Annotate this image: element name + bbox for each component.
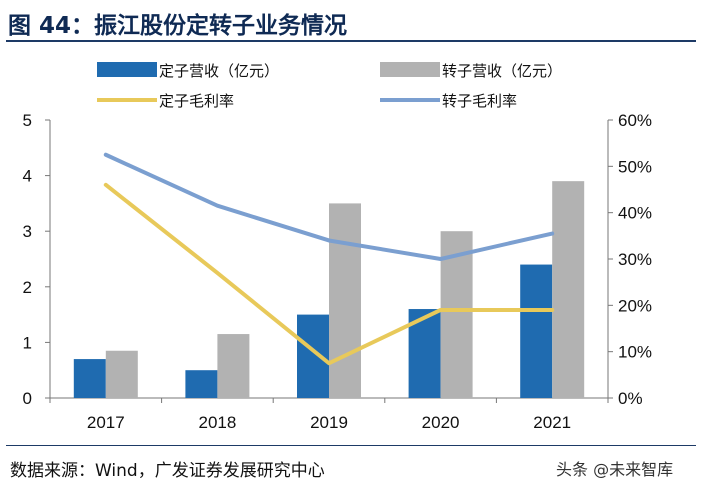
y-right-tick-label: 60% [618, 111, 652, 130]
y-left-tick-label: 3 [23, 222, 32, 241]
line-stator-margin [103, 182, 555, 366]
y-right-tick-label: 40% [618, 204, 652, 223]
watermark-text: 头条 @未来智库 [556, 460, 674, 479]
y-left-tick-label: 5 [23, 111, 32, 130]
line-rotor-margin [103, 152, 555, 261]
x-tick-label: 2018 [198, 413, 236, 432]
bar-rotor-revenue [552, 181, 585, 398]
title-divider [6, 40, 696, 42]
y-left-tick-label: 2 [23, 278, 32, 297]
x-tick-label: 2019 [310, 413, 348, 432]
legend-label-2: 定子毛利率 [159, 92, 234, 110]
x-tick-label: 2021 [533, 413, 571, 432]
legend-label-3: 转子毛利率 [442, 92, 517, 110]
y-left-tick-label: 4 [23, 167, 32, 186]
legend: 定子营收（亿元） 转子营收（亿元） 定子毛利率 转子毛利率 [97, 62, 562, 110]
x-tick-label: 2020 [422, 413, 460, 432]
watermark: 头条 @未来智库 [556, 456, 673, 480]
y-right-tick-label: 20% [618, 296, 652, 315]
legend-label-1: 转子营收（亿元） [442, 62, 562, 80]
y-right-tick-label: 10% [618, 343, 652, 362]
bar-stator-revenue [73, 359, 106, 398]
bar-stator-revenue [297, 314, 329, 398]
legend-swatch-1 [380, 62, 440, 77]
bars [73, 181, 585, 398]
bar-rotor-revenue [329, 203, 361, 398]
y-right-tick-label: 0% [618, 389, 643, 408]
bar-rotor-revenue [217, 334, 250, 398]
y-right-tick-label: 50% [618, 157, 652, 176]
bar-rotor-revenue [105, 350, 138, 398]
source-note: 数据来源：Wind，广发证券发展研究中心 [10, 461, 325, 481]
page-title: 图 44：振江股份定转子业务情况 [8, 13, 348, 39]
legend-swatch-0 [97, 62, 157, 77]
y-left-tick-label: 0 [23, 389, 32, 408]
bar-stator-revenue [185, 370, 218, 398]
y-right-tick-label: 30% [618, 250, 652, 269]
y-left-tick-label: 1 [23, 333, 32, 352]
footer-divider [6, 445, 696, 446]
x-tick-label: 2017 [87, 413, 125, 432]
legend-label-0: 定子营收（亿元） [159, 62, 279, 80]
bar-stator-revenue [520, 264, 553, 398]
lines [103, 152, 555, 366]
